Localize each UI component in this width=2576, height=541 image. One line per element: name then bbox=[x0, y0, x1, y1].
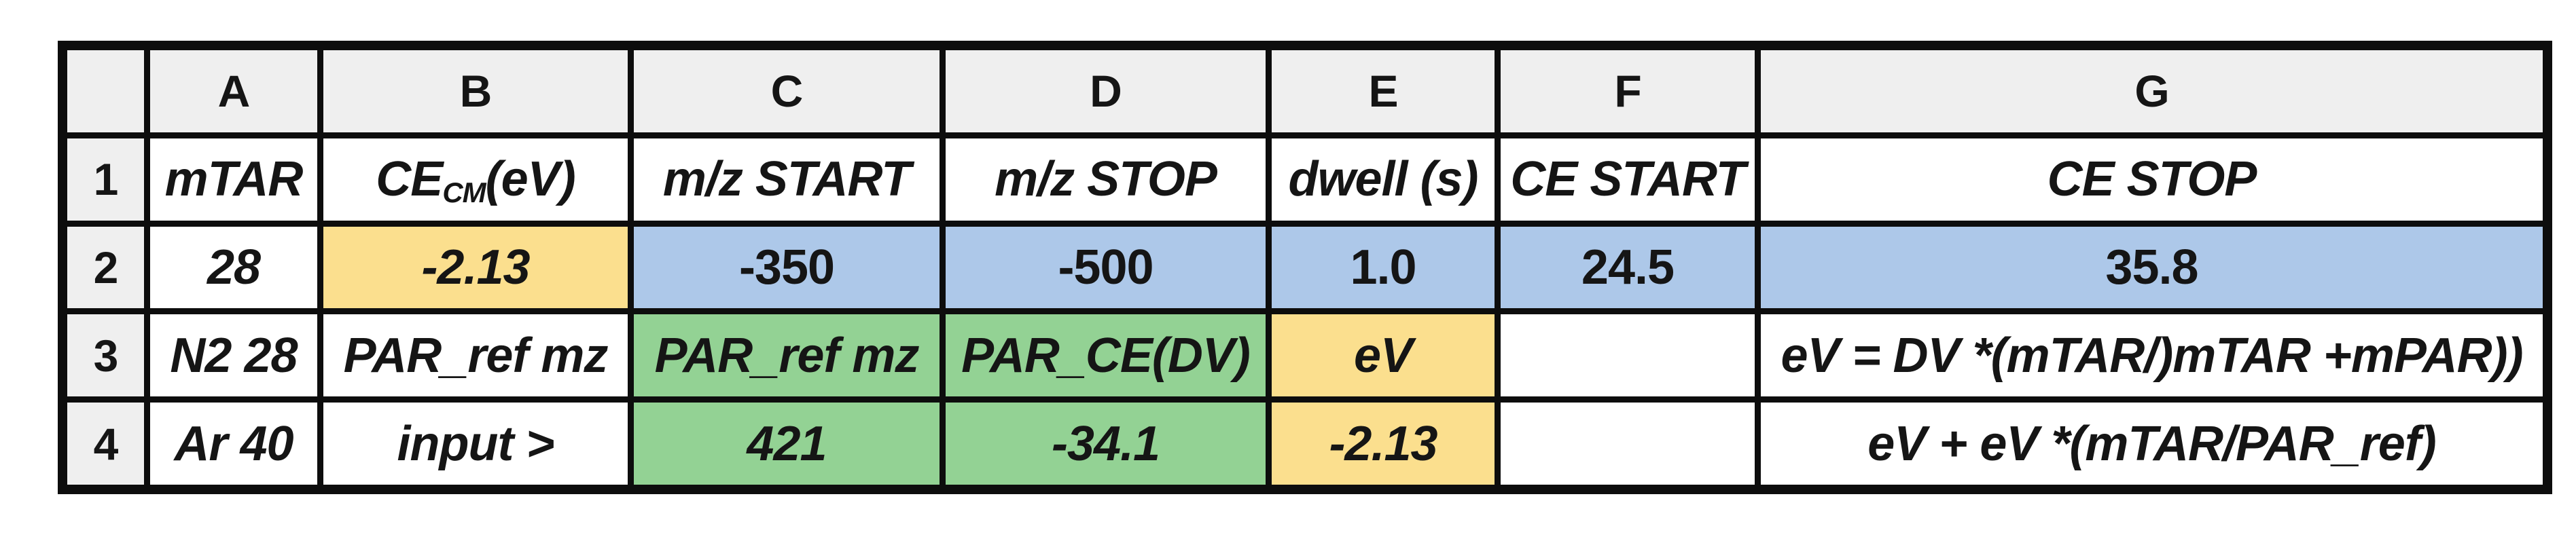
cell-f2[interactable]: 24.5 bbox=[1501, 226, 1755, 309]
cell-g3[interactable]: eV = DV *(mTAR/)mTAR +mPAR)) bbox=[1761, 314, 2543, 397]
cell-a3[interactable]: N2 28 bbox=[150, 314, 317, 397]
cell-d2[interactable]: -500 bbox=[946, 226, 1266, 309]
cell-d3[interactable]: PAR_CE(DV) bbox=[946, 314, 1266, 397]
col-header-a[interactable]: A bbox=[150, 50, 317, 132]
cell-f1[interactable]: CE START bbox=[1501, 138, 1755, 221]
cell-d1[interactable]: m/z STOP bbox=[946, 138, 1266, 221]
cell-g4[interactable]: eV + eV *(mTAR/PAR_ref) bbox=[1761, 403, 2543, 485]
row-header-4[interactable]: 4 bbox=[67, 403, 144, 485]
cell-g1[interactable]: CE STOP bbox=[1761, 138, 2543, 221]
cell-b1-subscript: CM bbox=[442, 176, 486, 209]
col-header-c[interactable]: C bbox=[634, 50, 940, 132]
cell-e2[interactable]: 1.0 bbox=[1272, 226, 1495, 309]
cell-e4[interactable]: -2.13 bbox=[1272, 403, 1495, 485]
cell-g2[interactable]: 35.8 bbox=[1761, 226, 2543, 309]
cell-b3[interactable]: PAR_ref mz bbox=[323, 314, 628, 397]
cell-f4[interactable] bbox=[1501, 403, 1755, 485]
cell-c4[interactable]: 421 bbox=[634, 403, 940, 485]
col-header-f[interactable]: F bbox=[1501, 50, 1755, 132]
cell-e1[interactable]: dwell (s) bbox=[1272, 138, 1495, 221]
cell-c3[interactable]: PAR_ref mz bbox=[634, 314, 940, 397]
col-header-d[interactable]: D bbox=[946, 50, 1266, 132]
row-header-1[interactable]: 1 bbox=[67, 138, 144, 221]
cell-c1[interactable]: m/z START bbox=[634, 138, 940, 221]
col-header-b[interactable]: B bbox=[323, 50, 628, 132]
cell-a2[interactable]: 28 bbox=[150, 226, 317, 309]
cell-c2[interactable]: -350 bbox=[634, 226, 940, 309]
cell-b4[interactable]: input > bbox=[323, 403, 628, 485]
cell-f3[interactable] bbox=[1501, 314, 1755, 397]
cell-d4[interactable]: -34.1 bbox=[946, 403, 1266, 485]
cell-e3[interactable]: eV bbox=[1272, 314, 1495, 397]
corner-header-cell[interactable] bbox=[67, 50, 144, 132]
col-header-g[interactable]: G bbox=[1761, 50, 2543, 132]
row-header-3[interactable]: 3 bbox=[67, 314, 144, 397]
col-header-e[interactable]: E bbox=[1272, 50, 1495, 132]
cell-a4[interactable]: Ar 40 bbox=[150, 403, 317, 485]
row-header-2[interactable]: 2 bbox=[67, 226, 144, 309]
cell-b1-suffix: (eV) bbox=[485, 152, 576, 207]
cell-b1-prefix: CE bbox=[376, 152, 443, 207]
spreadsheet-table: A B C D E F G 1 mTAR CE CM (eV) m/z START … bbox=[58, 41, 2552, 494]
cell-b1[interactable]: CE CM (eV) bbox=[323, 138, 628, 221]
cell-b2[interactable]: -2.13 bbox=[323, 226, 628, 309]
cell-a1[interactable]: mTAR bbox=[150, 138, 317, 221]
